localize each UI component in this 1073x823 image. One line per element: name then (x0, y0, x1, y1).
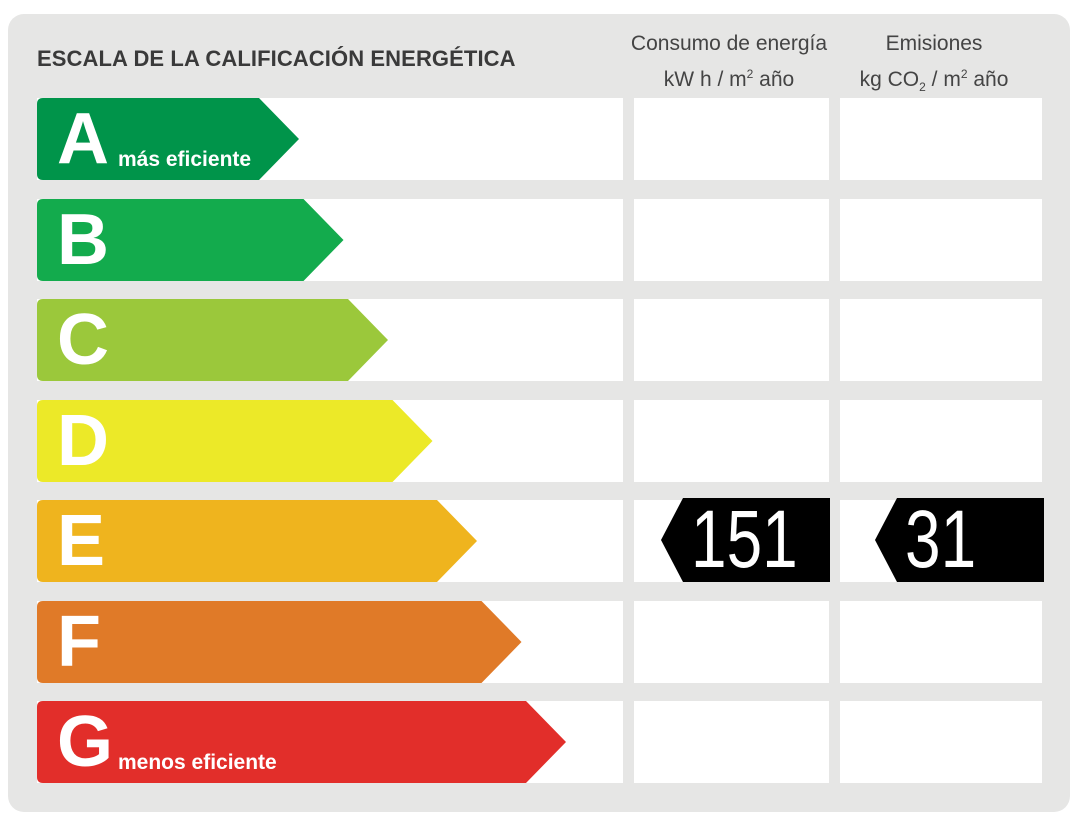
rating-letter: E (57, 501, 106, 581)
rating-letter: F (57, 602, 101, 682)
value-number: 31 (905, 494, 977, 585)
emissions-cell-a (840, 98, 1042, 180)
emissions-cell-b (840, 199, 1042, 281)
rating-arrow-c: C (37, 299, 388, 381)
rating-arrow-shape (37, 601, 522, 683)
consumption-cell-c (634, 299, 829, 381)
rating-letter: C (57, 300, 109, 380)
emissions-cell-f (840, 601, 1042, 683)
consumption-column-header: Consumo de energía kW h / m2 año (624, 29, 834, 95)
emissions-value-badge: 31 (875, 498, 1044, 582)
rating-letter: A (57, 99, 109, 179)
consumption-header-unit: kW h / m2 año (663, 67, 795, 91)
value-badge-shape (875, 498, 1044, 582)
consumption-cell-b (634, 199, 829, 281)
consumption-cell-f (634, 601, 829, 683)
rating-sublabel: menos eficiente (118, 751, 277, 774)
rating-arrow-e: E (37, 500, 477, 582)
value-number: 151 (691, 494, 798, 585)
rating-arrow-shape (37, 98, 299, 180)
consumption-cell-g (634, 701, 829, 783)
emissions-header-line1: Emisiones (885, 32, 983, 55)
consumption-value-badge: 151 (661, 498, 830, 582)
rating-arrow-shape (37, 500, 477, 582)
rating-arrow-shape (37, 199, 344, 281)
value-badge-shape (661, 498, 830, 582)
emissions-cell-g (840, 701, 1042, 783)
consumption-cell-d (634, 400, 829, 482)
consumption-header-line1: Consumo de energía (630, 32, 828, 55)
rating-arrow-f: F (37, 601, 522, 683)
rating-arrow-b: B (37, 199, 344, 281)
rating-letter: B (57, 200, 109, 280)
rating-letter: D (57, 401, 109, 481)
rating-arrow-d: D (37, 400, 433, 482)
rating-sublabel: más eficiente (118, 148, 252, 171)
emissions-cell-c (840, 299, 1042, 381)
page-title: ESCALA DE LA CALIFICACIÓN ENERGÉTICA (37, 46, 516, 71)
emissions-header-unit: kg CO2 / m2 año (859, 67, 1009, 94)
rating-arrow-shape (37, 400, 433, 482)
emissions-cell-d (840, 400, 1042, 482)
emissions-column-header: Emisiones kg CO2 / m2 año (840, 29, 1028, 102)
rating-arrow-shape (37, 299, 388, 381)
rating-arrow-shape (37, 701, 566, 783)
consumption-cell-a (634, 98, 829, 180)
rating-letter: G (57, 702, 114, 782)
